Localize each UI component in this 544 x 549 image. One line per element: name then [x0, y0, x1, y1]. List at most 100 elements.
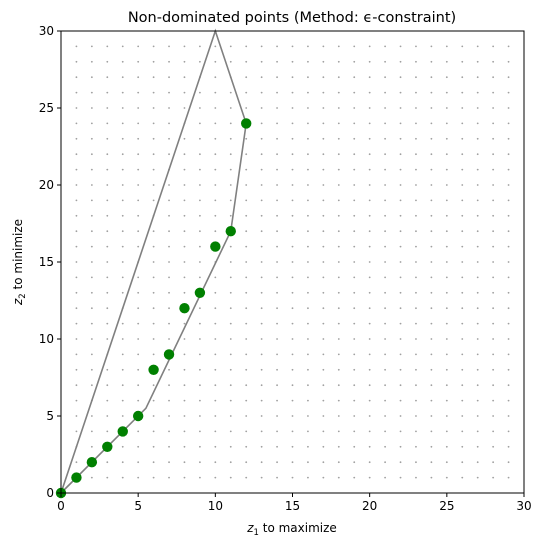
grid-dot	[476, 276, 479, 279]
grid-dot	[368, 399, 371, 402]
grid-dot	[476, 153, 479, 156]
grid-dot	[507, 415, 510, 417]
grid-dot	[415, 137, 417, 140]
grid-dot	[229, 415, 232, 417]
grid-dot	[245, 214, 248, 217]
grid-dot	[430, 230, 433, 233]
grid-dot	[291, 107, 294, 109]
grid-dot	[461, 76, 464, 79]
grid-dot	[322, 245, 325, 248]
grid-dot	[90, 276, 93, 279]
grid-dot	[337, 276, 340, 279]
grid-dot	[507, 168, 510, 171]
grid-dot	[307, 153, 309, 156]
grid-dot	[106, 476, 109, 479]
grid-dot	[199, 137, 201, 140]
grid-dot	[507, 399, 510, 402]
grid-dot	[353, 368, 356, 371]
grid-dot	[121, 76, 124, 79]
grid-dot	[461, 214, 464, 217]
grid-dot	[507, 384, 510, 387]
grid-dot	[137, 107, 140, 109]
grid-dot	[399, 214, 402, 217]
grid-dot	[276, 276, 278, 279]
grid-dot	[183, 107, 186, 109]
grid-dot	[137, 322, 140, 325]
grid-dot	[106, 168, 109, 171]
data-point	[132, 410, 144, 422]
grid-dot	[183, 214, 186, 217]
grid-dot	[245, 430, 248, 433]
grid-dot	[168, 214, 170, 217]
grid-dot	[168, 430, 170, 433]
grid-dot	[384, 476, 386, 479]
grid-dot	[368, 307, 371, 310]
grid-dot	[307, 45, 309, 48]
grid-dot	[276, 76, 278, 79]
grid-dot	[183, 384, 186, 387]
grid-dot	[90, 476, 93, 479]
grid-dot	[260, 276, 263, 279]
grid-dot	[476, 307, 479, 310]
grid-dot	[322, 307, 325, 310]
grid-dot	[492, 45, 495, 48]
grid-dot	[507, 353, 510, 356]
grid-dot	[507, 322, 510, 325]
grid-dot	[337, 476, 340, 479]
grid-dot	[353, 307, 356, 310]
grid-dot	[384, 60, 386, 63]
grid-dot	[214, 137, 217, 140]
grid-dot	[492, 76, 495, 79]
data-point	[179, 303, 190, 314]
grid-dot	[276, 261, 278, 263]
grid-dot	[260, 307, 263, 310]
y-axis-label: z2 to minimize	[11, 219, 28, 306]
grid-dot	[106, 91, 109, 94]
grid-dot	[260, 445, 263, 448]
grid-dot	[353, 184, 356, 186]
grid-dot	[307, 368, 309, 371]
grid-dot	[337, 245, 340, 248]
grid-dot	[415, 322, 417, 325]
grid-dot	[492, 60, 495, 63]
grid-dot	[399, 276, 402, 279]
grid-dot	[507, 153, 510, 156]
grid-dot	[476, 76, 479, 79]
grid-dot	[291, 230, 294, 233]
grid-dot	[476, 45, 479, 48]
grid-dot	[399, 261, 402, 263]
grid-dot	[183, 276, 186, 279]
grid-dot	[307, 291, 309, 294]
grid-dot	[384, 291, 386, 294]
grid-dot	[260, 199, 263, 202]
grid-dot	[507, 368, 510, 371]
grid-dot	[152, 445, 155, 448]
grid-dot	[276, 353, 278, 356]
grid-dot	[384, 261, 386, 263]
grid-dot	[368, 338, 371, 340]
grid-dot	[492, 353, 495, 356]
grid-dot	[353, 60, 356, 63]
data-point	[225, 226, 236, 237]
grid-dot	[152, 307, 155, 310]
grid-dot	[214, 45, 217, 48]
grid-dot	[106, 307, 109, 310]
grid-dot	[152, 353, 155, 356]
grid-dot	[75, 368, 78, 371]
grid-dot	[152, 168, 155, 171]
grid-dot	[368, 245, 371, 248]
grid-dot	[445, 107, 448, 109]
grid-dot	[183, 368, 186, 371]
grid-dot	[337, 76, 340, 79]
grid-dot	[445, 476, 448, 479]
grid-dot	[291, 45, 294, 48]
grid-dot	[90, 214, 93, 217]
grid-dot	[492, 291, 495, 294]
grid-dot	[353, 245, 356, 248]
grid-dot	[384, 245, 386, 248]
grid-dot	[337, 107, 340, 109]
grid-dot	[183, 245, 186, 248]
x-axis-ticks: 0 5 10 15 20 25 30	[57, 493, 532, 513]
grid-dot	[461, 399, 464, 402]
grid-dot	[368, 368, 371, 371]
